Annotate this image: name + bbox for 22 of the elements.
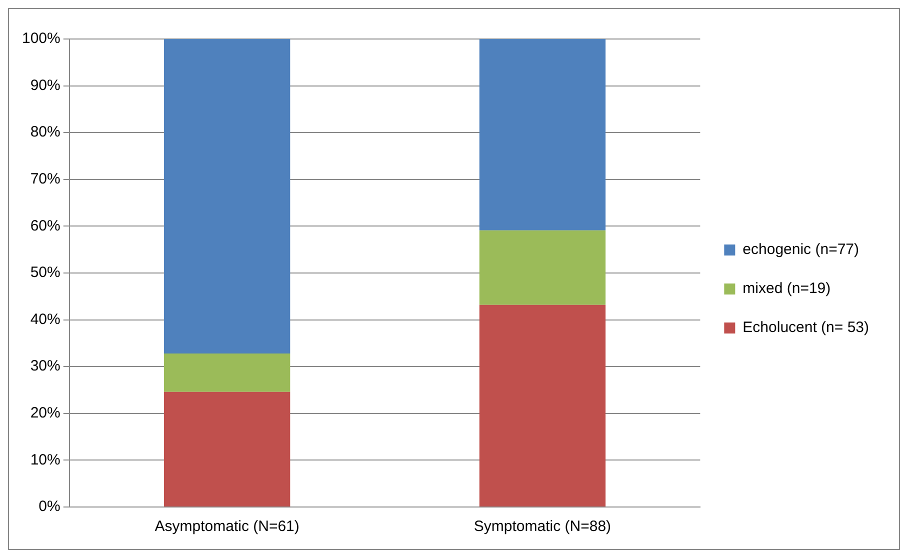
y-tick-label: 10% — [30, 451, 60, 468]
bar — [479, 304, 606, 506]
bar — [479, 230, 606, 305]
legend-label: echogenic (n=77) — [742, 241, 860, 258]
bar — [164, 39, 290, 354]
legend-label: Echolucent (n= 53) — [742, 319, 870, 336]
y-tick-label: 50% — [30, 264, 60, 282]
bar — [164, 353, 290, 392]
y-tick-label: 20% — [30, 404, 60, 422]
y-tick-label: 80% — [30, 124, 60, 141]
x-tick-label: Asymptomatic (N=61) — [154, 518, 300, 536]
y-tick-label: 40% — [30, 310, 60, 328]
y-tick-label: 70% — [30, 170, 60, 188]
x-tick-label: Symptomatic (N=88) — [474, 518, 612, 536]
y-tick-label: 60% — [30, 217, 60, 234]
bar — [164, 392, 290, 506]
y-tick-label: 30% — [30, 358, 60, 375]
bar — [479, 39, 606, 230]
legend-label: mixed (n=19) — [742, 280, 831, 298]
y-tick-label: 0% — [38, 498, 60, 516]
y-tick-label: 90% — [30, 76, 60, 94]
y-tick-label: 100% — [22, 30, 60, 48]
